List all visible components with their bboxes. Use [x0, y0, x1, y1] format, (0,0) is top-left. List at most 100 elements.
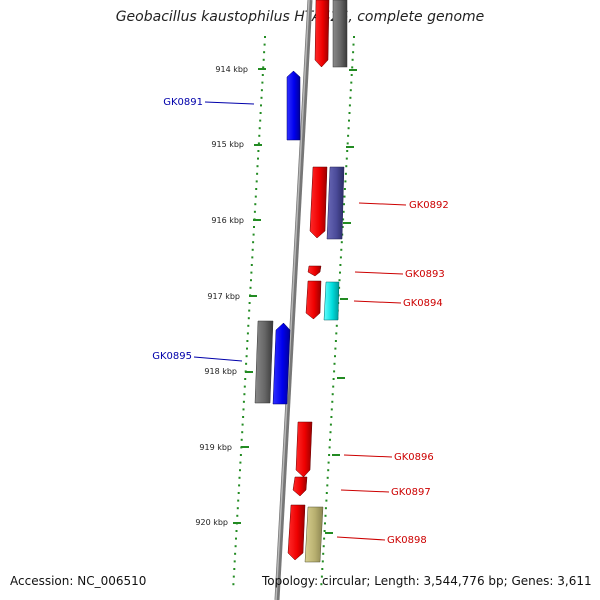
- tick-dot: [348, 104, 351, 107]
- tick-dot: [254, 195, 257, 198]
- tick-dot: [325, 499, 328, 502]
- gene-arrow-top-gray[interactable]: [332, 0, 348, 68]
- tick-dot: [333, 362, 336, 365]
- tick-dot: [237, 499, 240, 502]
- gene-arrow-top-red[interactable]: [314, 0, 330, 68]
- tick-dot: [259, 112, 262, 114]
- tick-dot: [248, 309, 251, 312]
- tick-dot: [344, 172, 347, 175]
- gene-arrow-gk0895[interactable]: [272, 322, 291, 405]
- tick-dot: [244, 378, 247, 380]
- gene-label-gk0893[interactable]: GK0893: [405, 269, 445, 280]
- kbp-label: 919 kbp: [199, 443, 232, 452]
- tick-dot: [331, 400, 334, 403]
- tick-dot: [257, 142, 260, 145]
- tick-dot: [345, 165, 348, 168]
- tick-dot: [330, 408, 333, 411]
- tick-dot: [334, 340, 337, 342]
- gene-arrow-gk0898-khaki[interactable]: [304, 506, 324, 563]
- kbp-label: 915 kbp: [211, 140, 244, 149]
- kbp-major-ticks: [233, 68, 357, 534]
- tick-dot: [328, 446, 331, 449]
- tick-dot: [351, 58, 354, 61]
- tick-dot: [259, 119, 262, 122]
- tick-dot: [353, 36, 355, 38]
- tick-dot: [322, 545, 325, 548]
- tick-dot: [264, 36, 266, 38]
- gene-arrow-gk0892[interactable]: [309, 166, 328, 239]
- gene-arrow-gk0897[interactable]: [292, 476, 308, 497]
- tick-dot: [347, 134, 350, 137]
- tick-dot: [347, 127, 350, 130]
- tick-dot: [242, 416, 245, 418]
- tick-dot: [239, 454, 242, 456]
- kbp-label: 918 kbp: [204, 367, 237, 376]
- genome-title: Geobacillus kaustophilus HTA426, complet…: [115, 9, 485, 25]
- tick-dot: [249, 286, 252, 289]
- gene-label-gk0894[interactable]: GK0894: [403, 298, 443, 309]
- tick-dot: [234, 552, 237, 555]
- tick-dot: [332, 378, 335, 380]
- gene-label-gk0898[interactable]: GK0898: [387, 535, 427, 546]
- tick-dot: [241, 423, 244, 426]
- tick-dot: [236, 507, 239, 510]
- tick-dot: [250, 279, 252, 282]
- tick-dot: [246, 347, 248, 350]
- gene-label-gk0896[interactable]: GK0896: [394, 452, 434, 463]
- tick-dot: [330, 416, 333, 418]
- tick-dot: [324, 507, 327, 510]
- tick-dot: [320, 583, 323, 586]
- gene-label-gk0895[interactable]: GK0895: [152, 351, 192, 362]
- tick-dot: [250, 264, 253, 266]
- gene-label-gk0892[interactable]: GK0892: [409, 200, 449, 211]
- gene-arrow-gk0891[interactable]: [286, 70, 301, 141]
- leader-line-gk0891: [204, 101, 255, 105]
- tick-dot: [242, 408, 245, 411]
- tick-dot: [346, 150, 349, 152]
- tick-dot: [235, 530, 238, 532]
- tick-dot: [326, 484, 329, 487]
- gene-arrow-gk0894[interactable]: [305, 280, 322, 320]
- tick-dot: [262, 58, 265, 61]
- gene-arrow-gk0895-gray[interactable]: [254, 320, 274, 404]
- gene-arrow-gk0893[interactable]: [307, 265, 322, 277]
- tick-dot: [352, 43, 355, 46]
- tick-dot: [245, 362, 248, 365]
- tick-dot: [252, 241, 255, 244]
- tick-dot: [338, 279, 341, 282]
- tick-dot: [246, 332, 249, 335]
- tick-dot: [350, 74, 353, 76]
- leader-line-gk0897: [340, 489, 390, 493]
- leader-line-gk0892: [358, 202, 407, 206]
- tick-dot: [255, 188, 258, 190]
- tick-dot: [327, 469, 330, 472]
- tick-dot: [320, 575, 323, 578]
- gene-label-gk0897[interactable]: GK0897: [391, 487, 431, 498]
- tick-dot: [245, 355, 248, 358]
- tick-dot: [325, 492, 328, 494]
- gene-arrow-gk0896[interactable]: [295, 421, 313, 478]
- tick-dot: [232, 575, 235, 578]
- tick-dot: [237, 492, 240, 494]
- tick-dot: [251, 256, 254, 259]
- tick-dot: [329, 423, 332, 426]
- tick-dot: [263, 43, 266, 46]
- tick-dot: [333, 370, 336, 373]
- gene-arrow-gk0898[interactable]: [287, 504, 306, 561]
- genome-stats-text: Topology: circular; Length: 3,544,776 bp…: [262, 574, 592, 588]
- tick-dot: [343, 188, 346, 190]
- tick-dot: [338, 286, 341, 289]
- tick-dot: [247, 317, 250, 320]
- leader-line-gk0898: [336, 536, 386, 541]
- tick-dot: [322, 552, 325, 555]
- tick-dot: [350, 81, 353, 84]
- tick-dot: [348, 112, 351, 114]
- kbp-label: 917 kbp: [207, 292, 240, 301]
- gene-arrow-gk0894-cyan[interactable]: [323, 281, 340, 321]
- tick-dot: [349, 89, 352, 92]
- tick-dot: [349, 96, 352, 99]
- gene-label-gk0891[interactable]: GK0891: [163, 97, 203, 108]
- tick-dot: [262, 66, 265, 69]
- gene-arrow-gk0892-purple[interactable]: [326, 166, 345, 240]
- tick-dot: [235, 537, 237, 540]
